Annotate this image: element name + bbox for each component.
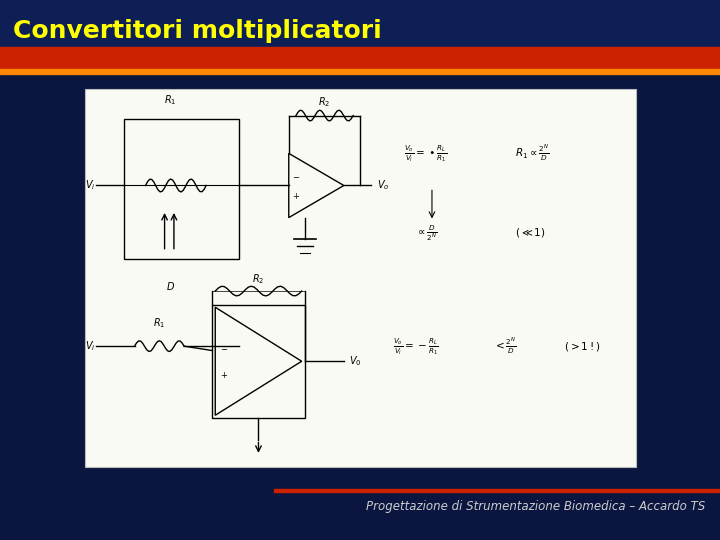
Text: $(\ll 1)$: $(\ll 1)$ <box>515 226 545 239</box>
Text: $R_2$: $R_2$ <box>318 95 330 109</box>
Text: $+$: $+$ <box>220 370 228 380</box>
Text: $-$: $-$ <box>292 171 300 180</box>
Bar <box>0 0 720 62</box>
Text: $(>1\,!)$: $(>1\,!)$ <box>564 340 600 353</box>
Text: $\frac{V_o}{V_i} = \bullet \frac{R_L}{R_1}$: $\frac{V_o}{V_i} = \bullet \frac{R_L}{R_… <box>405 143 448 164</box>
Text: $V_i$: $V_i$ <box>86 179 96 192</box>
Text: $D$: $D$ <box>166 280 175 292</box>
Text: $V_0$: $V_0$ <box>349 354 362 368</box>
Bar <box>212 305 305 418</box>
Text: $-$: $-$ <box>220 343 228 352</box>
Text: $< \frac{2^N}{D}$: $< \frac{2^N}{D}$ <box>492 336 516 356</box>
Text: $R_2$: $R_2$ <box>252 272 265 286</box>
Text: $\propto \frac{D}{2^N}$: $\propto \frac{D}{2^N}$ <box>415 223 438 242</box>
Bar <box>124 119 239 259</box>
Bar <box>0 47 720 69</box>
Text: $V_i$: $V_i$ <box>86 339 96 353</box>
Bar <box>274 489 720 492</box>
Bar <box>0 62 720 540</box>
Bar <box>85 89 636 467</box>
Text: $R_1$: $R_1$ <box>164 93 176 107</box>
Text: Convertitori moltiplicatori: Convertitori moltiplicatori <box>13 19 382 43</box>
Bar <box>0 69 720 74</box>
Text: $\frac{V_o}{V_i} = -\frac{R_L}{R_1}$: $\frac{V_o}{V_i} = -\frac{R_L}{R_1}$ <box>393 336 439 356</box>
Text: $V_o$: $V_o$ <box>377 179 390 192</box>
Text: $+$: $+$ <box>292 191 300 201</box>
Text: $R_1 \propto \frac{2^N}{D}$: $R_1 \propto \frac{2^N}{D}$ <box>515 144 549 163</box>
Text: Progettazione di Strumentazione Biomedica – Accardo TS: Progettazione di Strumentazione Biomedic… <box>366 500 706 513</box>
Text: $R_1$: $R_1$ <box>153 316 166 330</box>
